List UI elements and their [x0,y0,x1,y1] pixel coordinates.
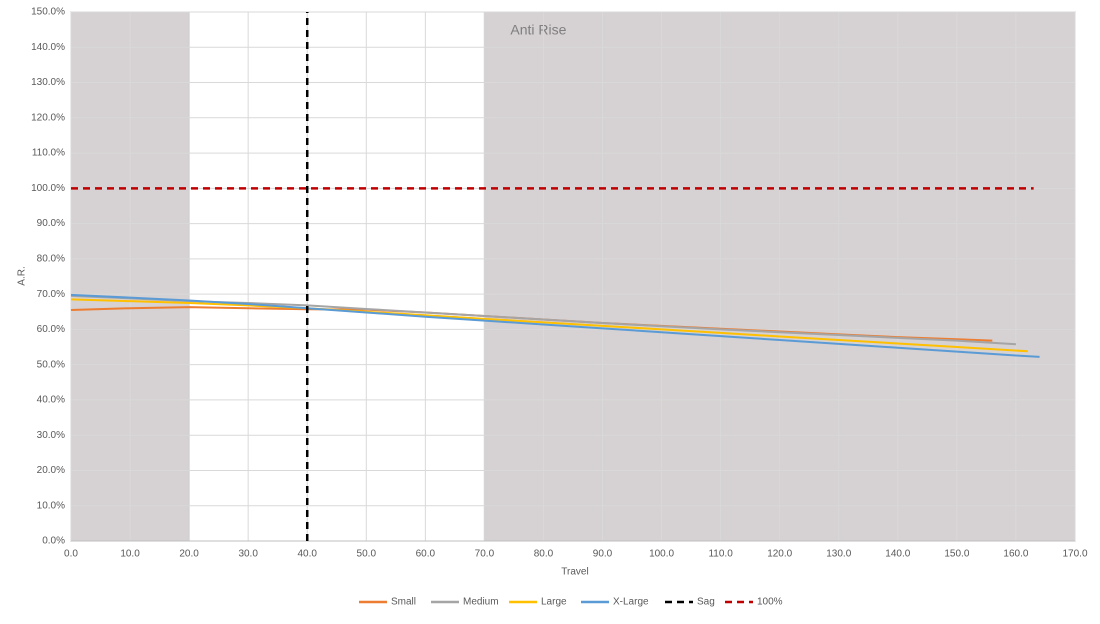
series-line [70,293,1040,358]
y-tick-label: 10.0% [37,500,65,511]
x-tick-label: 0.0 [64,549,78,560]
legend-label: Medium [463,597,499,608]
y-tick-label: 120.0% [31,112,65,123]
x-tick-label: 170.0 [1062,549,1087,560]
legend-label: Large [541,597,567,608]
y-tick-label: 60.0% [37,324,65,335]
y-tick-label: 100.0% [31,183,65,194]
y-tick-label: 50.0% [37,359,65,370]
y-tick-label: 70.0% [37,289,65,300]
x-tick-label: 160.0 [1003,549,1028,560]
x-tick-label: 70.0 [475,549,495,560]
x-tick-label: 130.0 [826,549,851,560]
x-axis-title: Travel [561,567,588,578]
x-tick-label: 30.0 [238,549,258,560]
series-line [70,298,1028,353]
y-axis-title: A.R. [17,266,28,285]
x-tick-label: 20.0 [179,549,199,560]
x-tick-label: 10.0 [120,549,140,560]
x-tick-label: 90.0 [593,549,613,560]
y-tick-label: 20.0% [37,465,65,476]
y-tick-label: 140.0% [31,42,65,53]
region-label: Anti Rise [510,22,566,38]
x-tick-label: 110.0 [708,549,733,560]
legend-label: Small [391,597,416,608]
x-tick-label: 150.0 [944,549,969,560]
y-tick-label: 40.0% [37,395,65,406]
y-tick-label: 150.0% [31,7,65,18]
x-tick-label: 40.0 [298,549,318,560]
legend-label: Sag [697,597,715,608]
y-tick-label: 90.0% [37,218,65,229]
y-tick-label: 130.0% [31,77,65,88]
x-tick-label: 140.0 [885,549,910,560]
x-tick-label: 120.0 [767,549,792,560]
x-tick-label: 50.0 [357,549,377,560]
y-tick-label: 110.0% [32,148,65,159]
x-tick-label: 100.0 [649,549,674,560]
y-tick-label: 30.0% [37,430,65,441]
y-tick-label: 0.0% [42,536,65,547]
legend-label: 100% [757,597,783,608]
legend-label: X-Large [613,597,649,608]
y-tick-label: 80.0% [37,254,65,265]
x-tick-label: 60.0 [416,549,436,560]
x-tick-label: 80.0 [534,549,554,560]
